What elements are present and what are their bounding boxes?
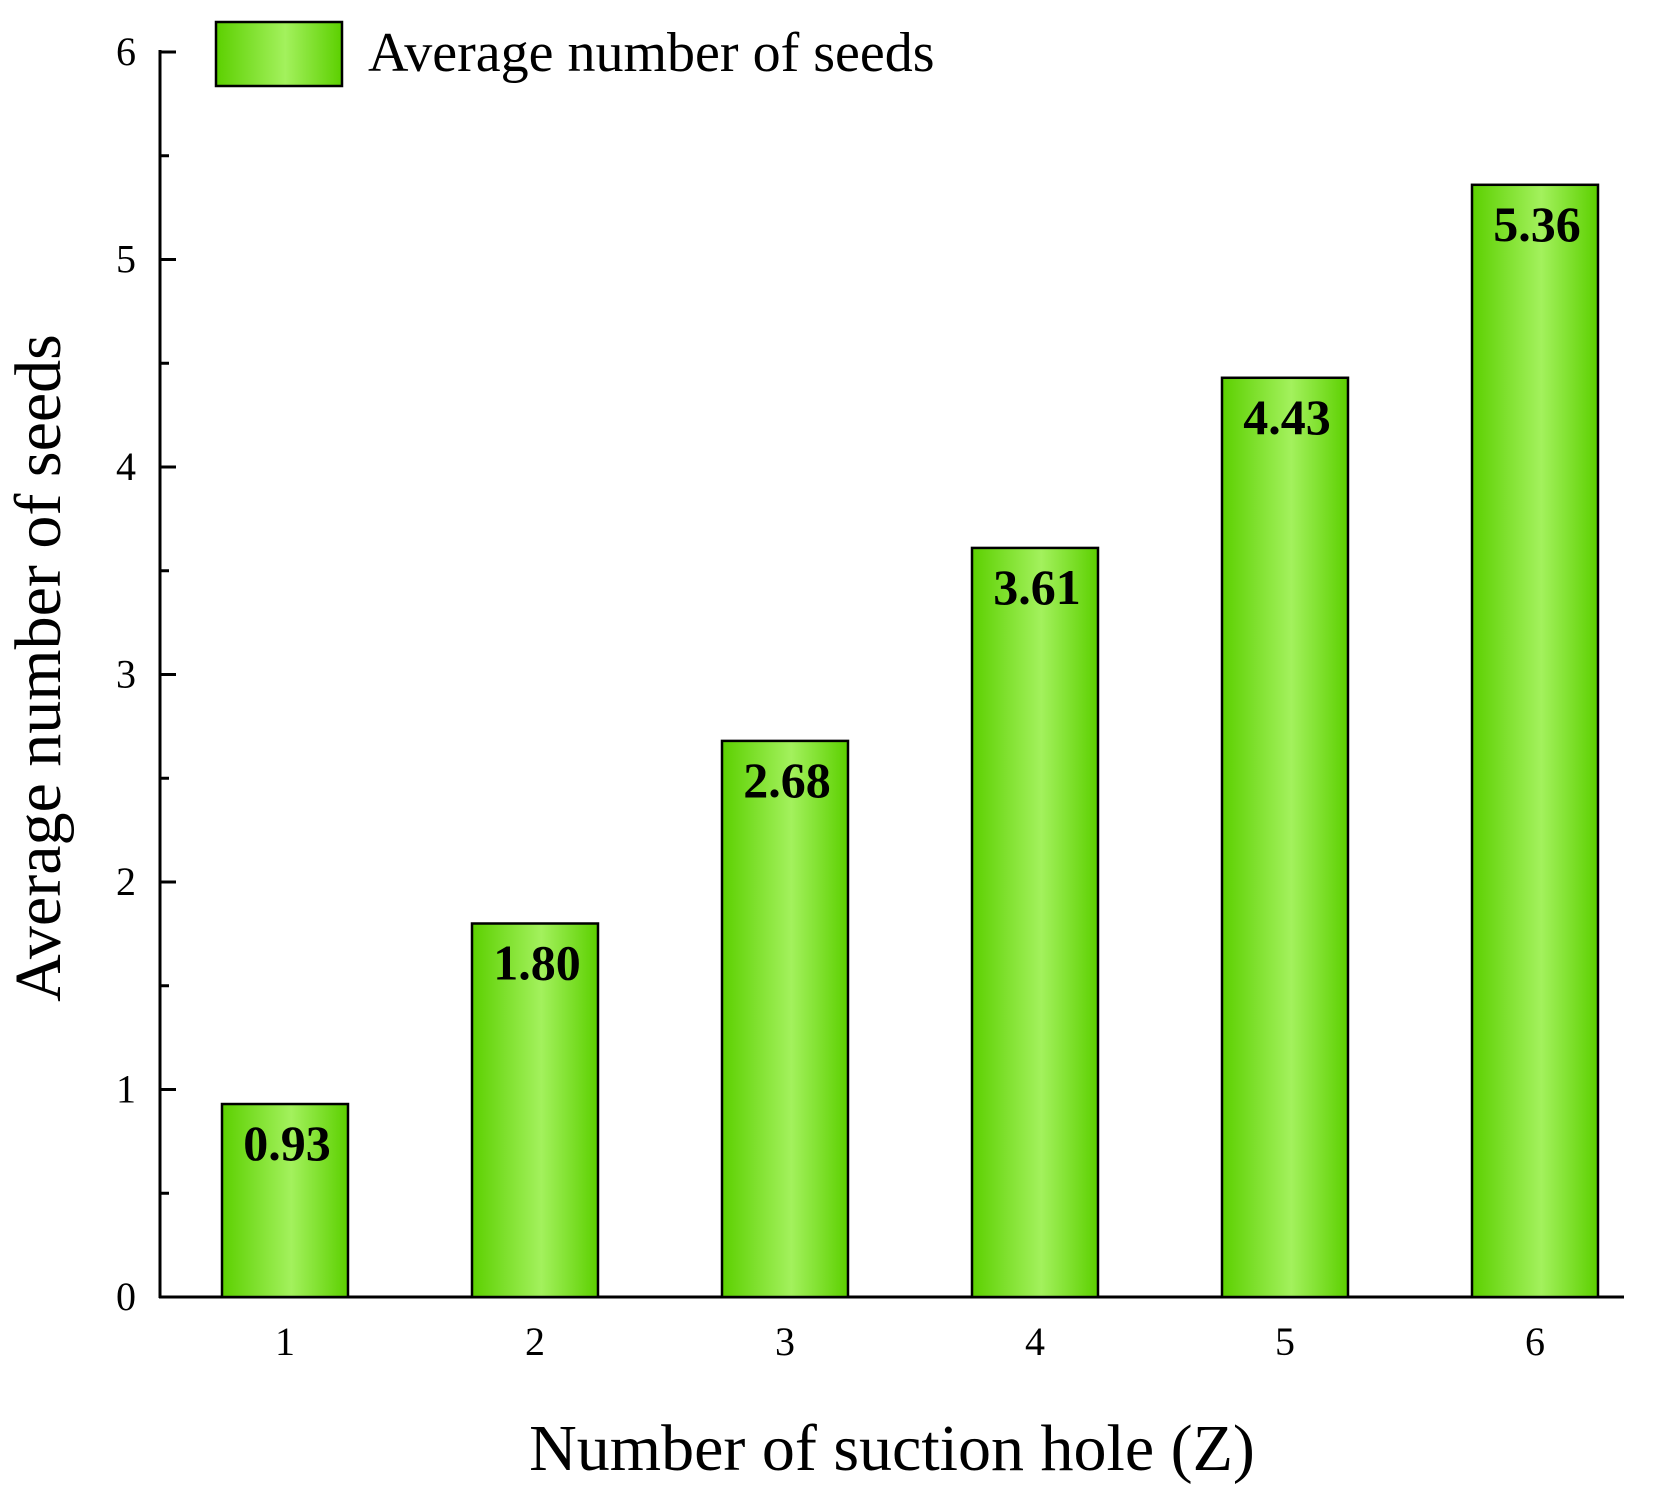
y-ticks: 0 1 2 3 4 5 6 [116,29,176,1319]
data-label-5: 4.43 [1243,389,1331,445]
x-tick-label: 4 [1025,1319,1045,1364]
data-labels: 0.93 1.80 2.68 3.61 4.43 5.36 [243,196,1581,1171]
x-tick-label: 5 [1275,1319,1295,1364]
y-tick-label: 2 [116,859,136,904]
legend-label: Average number of seeds [368,22,935,84]
x-tick-label: 6 [1525,1319,1545,1364]
y-tick-label: 0 [116,1274,136,1319]
data-label-3: 2.68 [743,752,831,808]
data-label-4: 3.61 [993,559,1081,615]
data-label-2: 1.80 [493,935,581,991]
y-tick-label: 4 [116,444,136,489]
bar-1 [220,1102,350,1299]
x-ticks: 1 2 3 4 5 6 [275,1281,1545,1364]
y-axis-title: Average number of seeds [2,334,75,1002]
x-tick-label: 2 [525,1319,545,1364]
bar-3 [720,739,850,1299]
x-axis-title: Number of suction hole (Z) [529,1412,1255,1485]
y-tick-label: 6 [116,29,136,74]
bar-6 [1470,183,1600,1299]
legend-swatch [214,20,344,88]
bar-5 [1220,376,1350,1299]
y-tick-label: 1 [116,1067,136,1112]
y-tick-label: 5 [116,237,136,282]
x-tick-label: 1 [275,1319,295,1364]
bars [220,183,1600,1299]
legend: Average number of seeds [214,20,935,88]
bar-2 [470,922,600,1299]
data-label-6: 5.36 [1493,196,1581,252]
y-tick-label: 3 [116,652,136,697]
bar-4 [970,546,1100,1299]
data-label-1: 0.93 [243,1115,331,1171]
x-tick-label: 3 [775,1319,795,1364]
